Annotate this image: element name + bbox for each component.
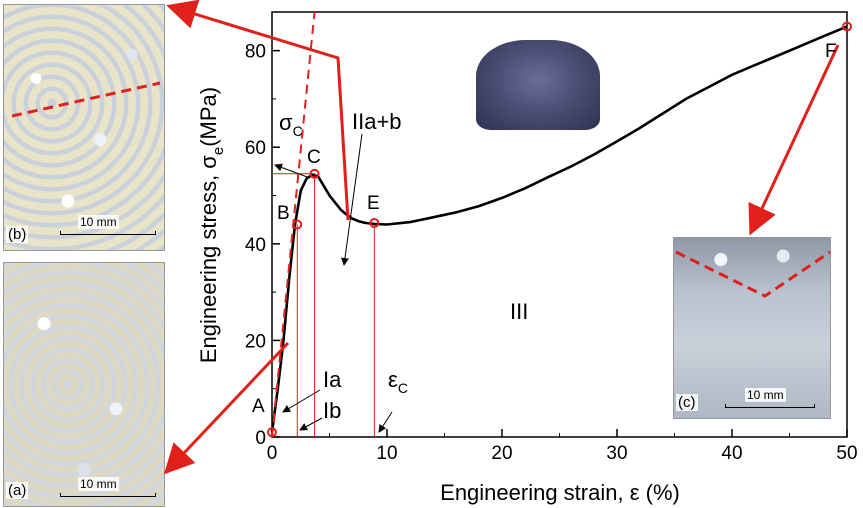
region-Ia-label: Ia	[323, 367, 342, 392]
point-label-e: E	[367, 193, 380, 214]
photo-b-scale-text: 10 mm	[78, 215, 119, 229]
y-axis-title: Engineering stress, σe(MPa)	[196, 87, 227, 363]
region-IIab-arrow	[340, 133, 363, 266]
y-tick-label: 60	[245, 138, 266, 159]
eps-c-arrow	[378, 411, 393, 433]
point-marker	[267, 427, 277, 438]
photo-b-label: (b)	[6, 226, 29, 243]
arrow-to-photo-b	[166, 0, 350, 221]
region-III-label: III	[510, 299, 528, 324]
sigma-c-arrow	[274, 163, 311, 179]
x-tick-label: 40	[721, 443, 742, 464]
photo-c-label: (c)	[676, 394, 698, 411]
photo-c-scale-text: 10 mm	[745, 388, 786, 402]
micrograph-a	[3, 262, 165, 507]
y-tick-label: 0	[255, 428, 266, 449]
x-tick-label: 20	[491, 443, 512, 464]
arrow-to-photo-c	[748, 44, 840, 236]
photo-b-dashed-line	[11, 81, 161, 118]
y-tick-label: 80	[245, 42, 266, 63]
y-tick-label: 20	[245, 331, 266, 352]
arrow-to-photo-a	[163, 341, 290, 475]
specimen-photo	[476, 40, 600, 130]
point-marker	[842, 21, 852, 32]
x-axis-title: Engineering strain, ε (%)	[440, 480, 680, 505]
point-marker	[369, 218, 380, 229]
photo-a-label: (a)	[6, 482, 29, 499]
axis-ticks: 0 10 20 30 40 50 0 20 40 60 80	[245, 42, 858, 464]
curve-markers	[267, 21, 852, 438]
point-marker	[292, 219, 303, 230]
region-Ib-label: Ib	[323, 398, 341, 423]
sigma-c-label: σC	[279, 110, 303, 139]
x-tick-label: 10	[376, 443, 397, 464]
x-tick-label: 50	[836, 443, 857, 464]
micrograph-b	[3, 4, 165, 251]
region-Ib-arrow	[299, 417, 323, 431]
eps-c-label: εC	[388, 367, 408, 396]
photo-c-scale-bar	[725, 404, 815, 408]
point-marker	[309, 168, 320, 179]
point-label-c: C	[307, 147, 321, 168]
photo-a-scale-text: 10 mm	[78, 477, 119, 491]
photo-c-dashed-line	[675, 250, 831, 298]
point-label-a: A	[252, 396, 265, 417]
photo-b-scale-bar	[60, 231, 156, 235]
photo-a-scale-bar	[60, 493, 156, 497]
x-tick-label: 0	[267, 443, 278, 464]
point-label-b: B	[277, 203, 290, 224]
x-tick-label: 30	[606, 443, 627, 464]
region-Ia-arrow	[282, 389, 321, 413]
y-tick-label: 40	[245, 235, 266, 256]
series-line	[270, 25, 848, 433]
point-label-f: F	[825, 41, 837, 62]
region-IIab-label: IIa+b	[352, 109, 402, 134]
plot-frame	[271, 11, 848, 438]
